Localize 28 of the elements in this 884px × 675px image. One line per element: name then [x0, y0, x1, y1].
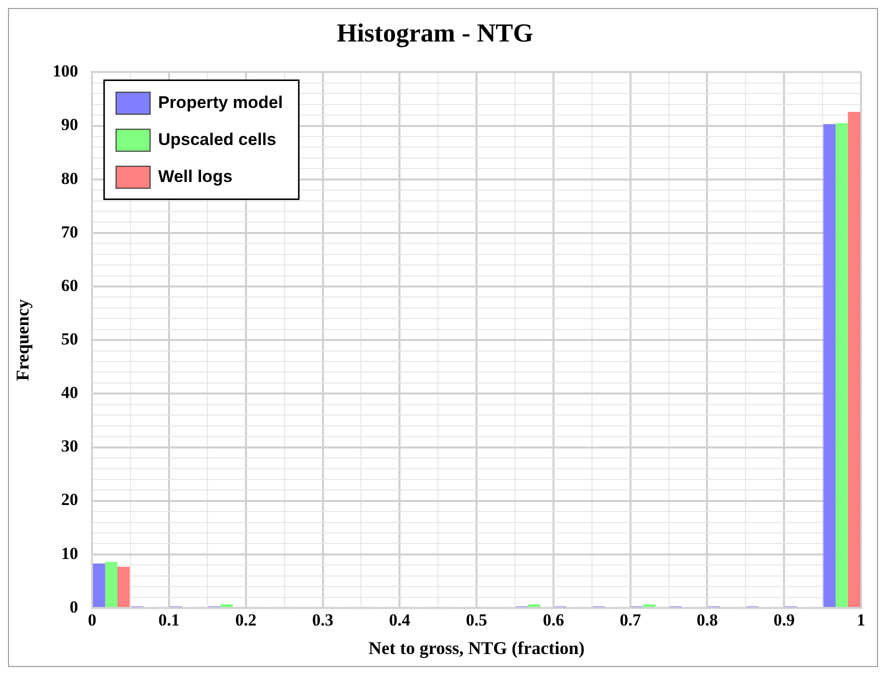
y-tick-label: 80: [61, 168, 78, 188]
x-axis-title: Net to gross, NTG (fraction): [368, 638, 585, 658]
x-tick-label: 0.5: [466, 610, 488, 630]
y-tick-label: 20: [61, 490, 78, 510]
y-tick-label: 40: [61, 383, 78, 402]
legend-label: Property model: [158, 92, 283, 112]
x-tick-label: 1: [856, 610, 866, 630]
y-tick-label: 60: [61, 276, 78, 295]
x-tick-label: 0.9: [773, 610, 795, 630]
y-tick-label: 30: [61, 436, 78, 456]
x-tick-label: 0.3: [312, 610, 334, 630]
y-tick-label: 10: [61, 544, 78, 563]
x-tick-label: 0.2: [235, 610, 257, 630]
x-tick-label: 0.8: [696, 610, 718, 630]
legend-label: Upscaled cells: [158, 130, 276, 149]
x-tick-label: 0.1: [158, 610, 180, 630]
y-tick-label: 100: [52, 62, 78, 81]
x-tick-label: 0: [88, 610, 96, 630]
legend-label: Well logs: [158, 166, 232, 186]
y-tick-label: 70: [61, 222, 78, 242]
y-axis-title: Frequency: [12, 299, 32, 381]
x-tick-label: 0.7: [620, 610, 642, 630]
x-tick-label: 0.4: [389, 610, 411, 630]
chart-title: Histogram - NTG: [336, 18, 534, 48]
y-tick-label: 50: [61, 329, 78, 348]
x-tick-label: 0.6: [542, 610, 564, 630]
y-tick-label: 90: [61, 115, 78, 134]
y-tick-label: 0: [70, 597, 78, 616]
